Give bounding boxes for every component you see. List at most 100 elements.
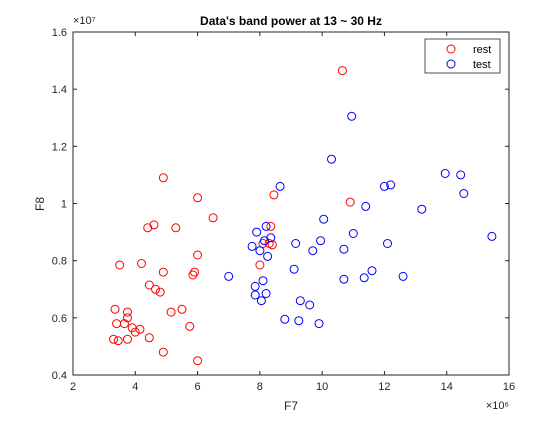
x-axis-label: F7	[284, 399, 298, 413]
rest-data-point	[158, 267, 168, 277]
test-data-point	[250, 281, 260, 291]
data-markers	[109, 66, 497, 366]
y-tick-label: 1.6	[52, 27, 67, 39]
y-tick-label: 1.2	[52, 141, 67, 153]
test-data-point	[383, 239, 392, 248]
legend-marker-rest	[446, 44, 456, 54]
rest-data-point	[267, 240, 277, 250]
chart-title: Data's band power at 13 ~ 30 Hz	[200, 14, 382, 28]
rest-data-point	[266, 221, 276, 231]
rest-data-point	[345, 197, 355, 207]
rest-data-point	[115, 260, 125, 270]
test-data-point	[339, 274, 349, 284]
test-data-point	[261, 289, 271, 298]
rest-data-point	[269, 190, 279, 200]
rest-data-point	[193, 250, 203, 260]
rest-data-point	[109, 334, 118, 344]
rest-data-point	[185, 321, 195, 331]
test-data-point	[280, 314, 290, 324]
rest-data-point	[144, 280, 154, 290]
rest-data-point	[158, 173, 168, 183]
x-tick-label: 8	[257, 381, 263, 393]
rest-data-point	[155, 287, 165, 297]
x-axis-exponent: ×10⁶	[486, 400, 509, 412]
rest-data-point	[143, 223, 153, 233]
test-data-point	[440, 169, 450, 178]
y-tick-label: 0.8	[52, 256, 67, 268]
test-data-point	[327, 154, 336, 164]
rest-data-point	[177, 304, 187, 314]
test-data-point	[289, 264, 299, 274]
legend-label-rest: rest	[473, 44, 491, 56]
test-data-point	[294, 316, 304, 326]
x-tick-label: 6	[195, 381, 201, 393]
test-data-point	[347, 111, 357, 121]
y-tick-label: 0.6	[52, 313, 67, 325]
test-data-point	[359, 273, 369, 283]
test-data-point	[224, 271, 234, 281]
y-tick-labels: 0.4 0.6 0.8 1 1.2 1.4 1.6	[52, 27, 67, 382]
legend-box	[424, 38, 501, 74]
legend: rest test	[424, 38, 501, 74]
test-data-point	[367, 266, 377, 276]
rest-data-point	[193, 356, 203, 366]
x-tick-label: 2	[70, 381, 76, 393]
tick-marks	[72, 31, 510, 376]
rest-data-point	[123, 334, 132, 344]
x-tick-labels: 2 4 6 8 10 12 14 16	[70, 381, 515, 393]
test-data-point	[252, 227, 262, 237]
x-tick-label: 4	[132, 381, 138, 393]
rest-data-point	[158, 347, 168, 357]
rest-data-point	[255, 260, 265, 270]
test-data-point	[255, 246, 265, 256]
y-axis-label: F8	[33, 197, 47, 211]
y-tick-label: 0.4	[52, 370, 67, 382]
plot-area	[72, 31, 510, 376]
test-data-point	[459, 189, 469, 198]
rest-data-point	[135, 324, 145, 334]
rest-data-point	[123, 313, 132, 323]
test-data-point	[398, 271, 408, 281]
y-axis-exponent: ×10⁷	[73, 15, 96, 27]
rest-data-point	[208, 213, 218, 223]
test-data-point	[250, 290, 260, 300]
test-data-point	[379, 181, 389, 191]
x-tick-label: 14	[441, 381, 453, 393]
rest-data-point	[113, 336, 123, 346]
test-data-point	[305, 300, 315, 310]
rest-data-point	[337, 66, 347, 76]
test-data-point	[361, 201, 371, 211]
rest-data-point	[193, 193, 203, 203]
test-data-point	[261, 221, 271, 231]
y-tick-label: 1.4	[52, 84, 67, 96]
rest-data-point	[166, 307, 176, 317]
test-data-point	[487, 231, 497, 241]
rest-data-point	[130, 327, 140, 337]
test-data-point	[417, 204, 427, 214]
rest-data-point	[190, 267, 199, 277]
test-data-point	[275, 181, 285, 191]
rest-data-point	[151, 284, 160, 294]
test-data-point	[319, 214, 329, 224]
legend-marker-test	[446, 59, 456, 69]
test-data-point	[256, 296, 266, 306]
test-data-point	[314, 319, 324, 329]
test-data-point	[316, 236, 326, 246]
rest-data-point	[110, 304, 120, 314]
test-data-point	[308, 246, 318, 256]
test-data-point	[339, 244, 349, 254]
x-tick-label: 10	[316, 381, 328, 393]
test-data-point	[247, 241, 257, 251]
test-data-point	[260, 236, 269, 246]
rest-data-point	[171, 223, 181, 233]
rest-data-point	[144, 333, 154, 343]
rest-data-point	[119, 319, 129, 329]
x-tick-label: 16	[503, 381, 515, 393]
test-data-point	[295, 296, 305, 306]
test-data-point	[258, 276, 268, 286]
test-data-point	[291, 239, 301, 248]
legend-label-test: test	[473, 59, 491, 71]
rest-data-point	[137, 259, 146, 268]
